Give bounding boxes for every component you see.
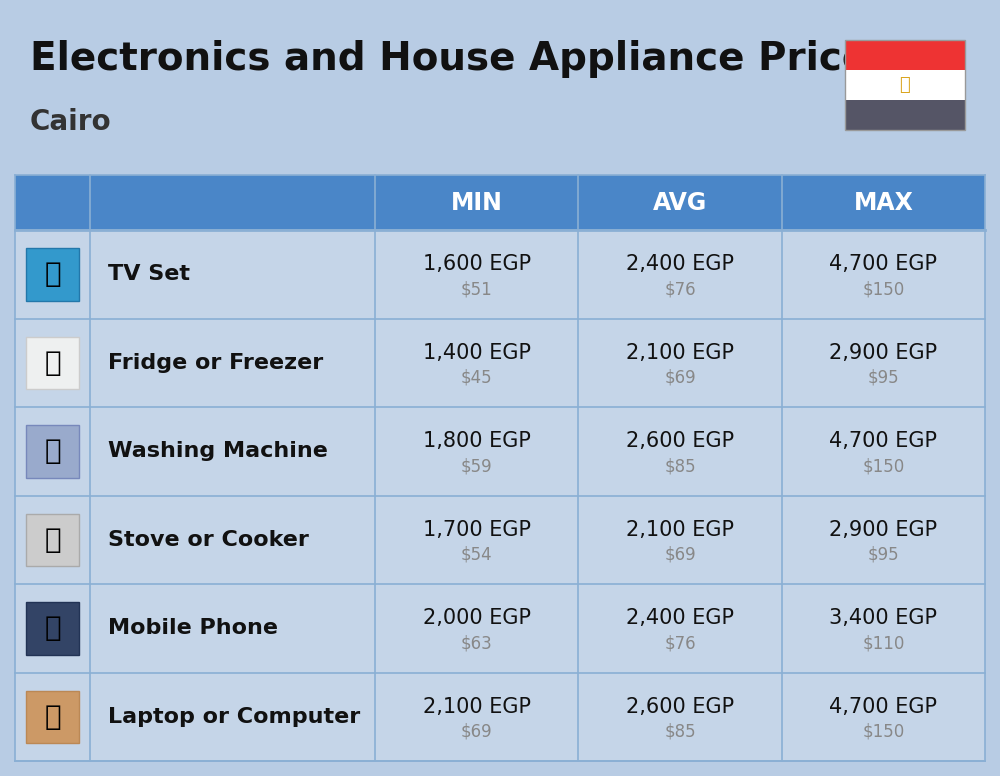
Text: $150: $150	[862, 457, 904, 475]
Text: $76: $76	[664, 280, 696, 298]
Text: $85: $85	[664, 457, 696, 475]
Bar	[26, 248, 79, 300]
Text: $76: $76	[664, 634, 696, 653]
Text: Washing Machine: Washing Machine	[108, 442, 328, 461]
Text: Laptop or Computer: Laptop or Computer	[108, 707, 360, 727]
Text: 2,400 EGP: 2,400 EGP	[626, 255, 734, 274]
Text: 📱: 📱	[44, 615, 61, 643]
Bar	[15, 673, 985, 761]
Text: $63: $63	[461, 634, 493, 653]
Text: 4,700 EGP: 4,700 EGP	[829, 697, 937, 717]
Bar	[26, 337, 79, 389]
Text: Mobile Phone: Mobile Phone	[108, 618, 278, 638]
Text: 2,100 EGP: 2,100 EGP	[423, 697, 531, 717]
Bar	[845, 70, 965, 100]
Text: 3,400 EGP: 3,400 EGP	[829, 608, 937, 629]
Text: $95: $95	[868, 546, 899, 563]
Bar	[15, 584, 985, 673]
Text: Electronics and House Appliance Prices: Electronics and House Appliance Prices	[30, 40, 891, 78]
Text: 1,800 EGP: 1,800 EGP	[423, 431, 531, 452]
Text: 1,600 EGP: 1,600 EGP	[423, 255, 531, 274]
Text: 🧊: 🧊	[44, 348, 61, 377]
Text: $69: $69	[664, 369, 696, 386]
Text: Fridge or Freezer: Fridge or Freezer	[108, 353, 323, 372]
Text: 4,700 EGP: 4,700 EGP	[829, 255, 937, 274]
Text: 1,400 EGP: 1,400 EGP	[423, 343, 531, 362]
Bar	[26, 425, 79, 477]
Text: AVG: AVG	[653, 190, 707, 214]
Text: MAX: MAX	[853, 190, 913, 214]
Text: 📺: 📺	[44, 260, 61, 288]
Text: 🔥: 🔥	[44, 526, 61, 554]
Text: $85: $85	[664, 722, 696, 741]
Text: $51: $51	[461, 280, 493, 298]
Text: $69: $69	[461, 722, 492, 741]
Bar	[15, 175, 985, 230]
Text: MIN: MIN	[451, 190, 503, 214]
Text: $95: $95	[868, 369, 899, 386]
Text: 2,100 EGP: 2,100 EGP	[626, 343, 734, 362]
Bar	[15, 407, 985, 496]
Bar	[15, 230, 985, 318]
Text: $54: $54	[461, 546, 492, 563]
Bar	[15, 318, 90, 407]
Text: Cairo: Cairo	[30, 108, 112, 136]
Text: 1,700 EGP: 1,700 EGP	[423, 520, 531, 540]
Text: 𓅃: 𓅃	[900, 76, 910, 94]
Text: Stove or Cooker: Stove or Cooker	[108, 530, 309, 549]
Text: $45: $45	[461, 369, 492, 386]
Text: 2,100 EGP: 2,100 EGP	[626, 520, 734, 540]
Bar	[15, 230, 90, 318]
Bar	[845, 40, 965, 130]
Bar	[26, 691, 79, 743]
Text: TV Set: TV Set	[108, 265, 190, 284]
Text: 2,400 EGP: 2,400 EGP	[626, 608, 734, 629]
Text: 4,700 EGP: 4,700 EGP	[829, 431, 937, 452]
Bar	[15, 318, 985, 407]
Bar	[26, 514, 79, 566]
Text: 💻: 💻	[44, 703, 61, 731]
Text: 2,000 EGP: 2,000 EGP	[423, 608, 531, 629]
Text: 2,900 EGP: 2,900 EGP	[829, 343, 937, 362]
Text: 🫧: 🫧	[44, 437, 61, 466]
Text: 2,600 EGP: 2,600 EGP	[626, 431, 734, 452]
Text: 2,900 EGP: 2,900 EGP	[829, 520, 937, 540]
Bar	[845, 100, 965, 130]
Text: $150: $150	[862, 722, 904, 741]
Text: $69: $69	[664, 546, 696, 563]
Bar	[15, 496, 985, 584]
Text: 2,600 EGP: 2,600 EGP	[626, 697, 734, 717]
Text: $59: $59	[461, 457, 492, 475]
Text: $110: $110	[862, 634, 905, 653]
Bar	[845, 40, 965, 70]
Bar	[15, 673, 90, 761]
Text: $150: $150	[862, 280, 904, 298]
Bar	[15, 407, 90, 496]
Bar	[15, 496, 90, 584]
Bar	[26, 602, 79, 654]
Bar	[15, 584, 90, 673]
